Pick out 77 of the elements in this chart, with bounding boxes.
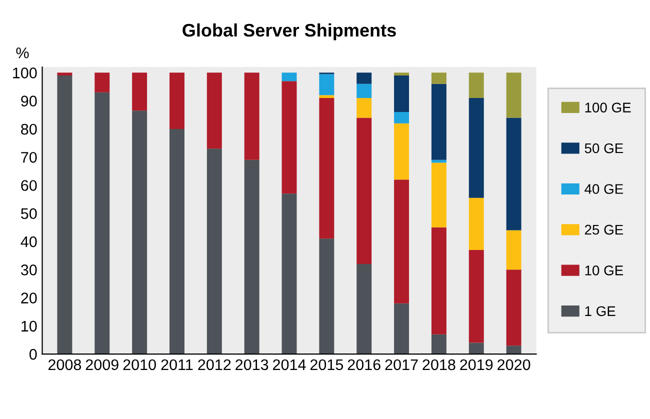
bar xyxy=(506,270,522,346)
x-tick-label: 2008 xyxy=(48,359,82,370)
bar xyxy=(282,194,297,354)
bar xyxy=(282,81,297,194)
y-axis-title: % xyxy=(16,48,29,58)
x-tick-label: 2012 xyxy=(198,359,231,370)
x-tick-label: 2011 xyxy=(161,359,193,370)
bar xyxy=(356,118,372,264)
legend-label: 50 GE xyxy=(584,143,624,154)
legend-label: 10 GE xyxy=(585,266,624,276)
x-tick-label: 2010 xyxy=(123,359,156,370)
bar xyxy=(468,250,484,343)
bar xyxy=(468,198,484,250)
bar xyxy=(132,72,148,111)
y-tick-label: 50 xyxy=(21,208,37,220)
bar xyxy=(431,227,446,334)
bar xyxy=(506,72,522,118)
x-tick-label: 2019 xyxy=(460,359,493,370)
y-tick-label: 10 xyxy=(22,320,37,332)
y-tick-label: 30 xyxy=(20,264,37,276)
bar xyxy=(94,72,110,92)
y-tick-label: 60 xyxy=(21,180,37,191)
bar xyxy=(169,128,184,354)
bar xyxy=(356,98,372,118)
y-tick-label: 100 xyxy=(13,68,37,78)
x-tick-label: 2009 xyxy=(86,359,118,370)
bar xyxy=(169,72,184,129)
x-tick-label: 2016 xyxy=(348,359,380,370)
bar xyxy=(394,303,410,354)
bar xyxy=(132,110,148,354)
bar xyxy=(468,98,484,198)
bar xyxy=(394,180,410,304)
bar xyxy=(57,72,72,76)
bar xyxy=(394,72,410,76)
x-tick-label: 2017 xyxy=(385,359,418,370)
y-tick-label: 0 xyxy=(29,348,37,360)
bar xyxy=(506,118,522,230)
x-tick-label: 2020 xyxy=(498,359,530,370)
bar xyxy=(431,162,446,228)
chart-title: Global Server Shipments xyxy=(182,23,396,40)
y-tick-label: 40 xyxy=(20,236,37,248)
x-tick-label: 2014 xyxy=(273,359,306,370)
bar xyxy=(356,84,372,98)
bar xyxy=(506,230,522,270)
bar xyxy=(244,72,260,160)
bar xyxy=(319,238,334,354)
x-tick-label: 2018 xyxy=(422,359,456,370)
bar xyxy=(282,72,297,82)
legend-label: 25 GE xyxy=(584,224,624,235)
bar xyxy=(356,264,372,354)
bar xyxy=(319,98,334,239)
bar xyxy=(356,72,372,84)
bar xyxy=(468,342,484,354)
legend-label: 100 GE xyxy=(585,102,631,112)
bar xyxy=(206,72,222,149)
bar xyxy=(506,346,522,354)
bar xyxy=(394,112,410,124)
bar xyxy=(319,95,334,98)
y-tick-label: 20 xyxy=(21,292,37,304)
bar xyxy=(431,84,446,160)
bar xyxy=(206,148,222,354)
bar xyxy=(468,72,484,98)
y-tick-label: 80 xyxy=(21,124,37,135)
legend-label: 1 GE xyxy=(585,306,616,316)
y-tick-label: 70 xyxy=(21,152,37,163)
bar xyxy=(57,75,72,354)
bar xyxy=(319,74,334,96)
x-tick-label: 2015 xyxy=(310,359,344,370)
bar xyxy=(244,160,260,354)
bar xyxy=(394,123,410,180)
bar xyxy=(94,92,110,354)
bar xyxy=(431,72,446,84)
x-tick-label: 2013 xyxy=(236,359,268,370)
y-tick-label: 90 xyxy=(21,96,37,106)
bar xyxy=(431,334,446,354)
bar xyxy=(394,75,410,112)
legend-label: 40 GE xyxy=(584,184,624,194)
